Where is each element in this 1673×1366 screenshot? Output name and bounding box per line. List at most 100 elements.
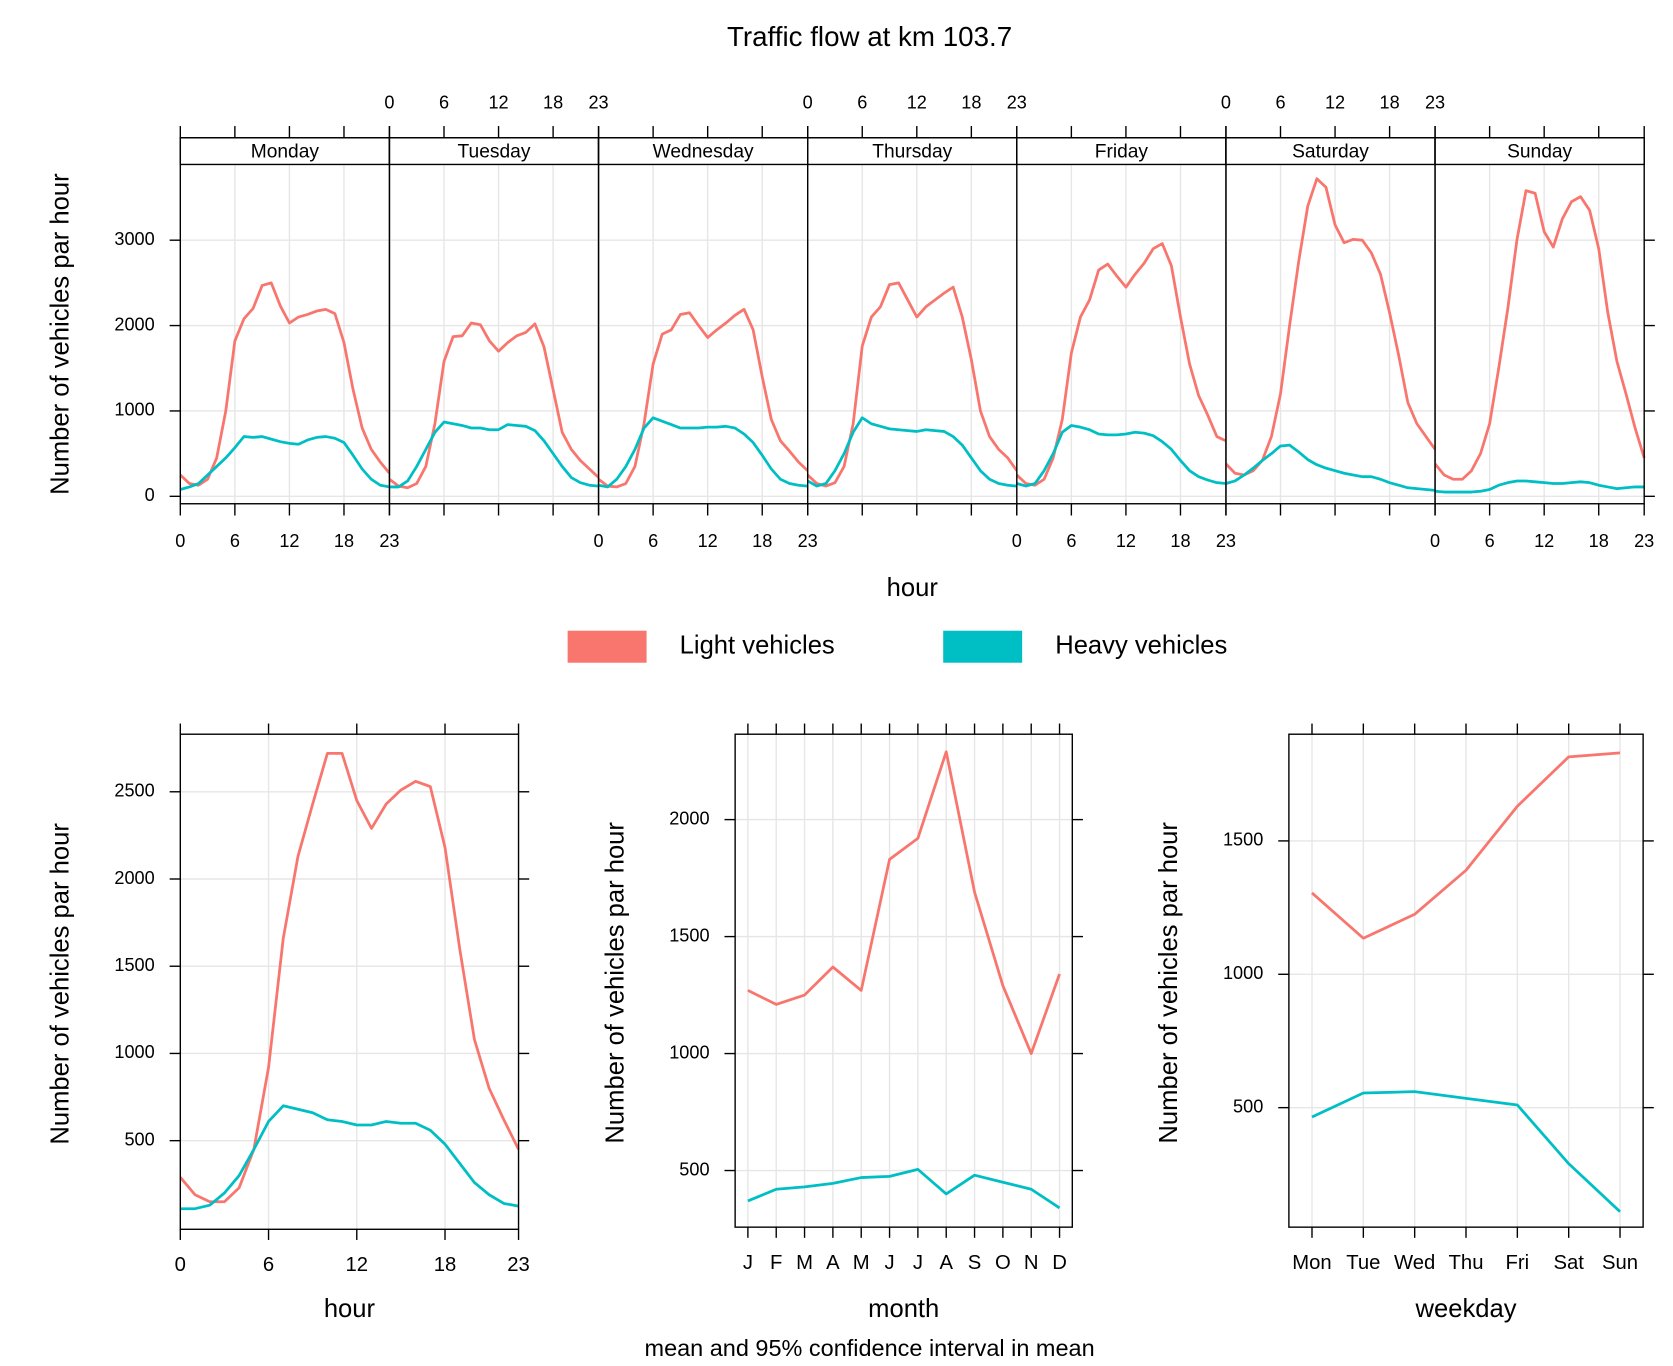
strip-label: Monday bbox=[251, 141, 320, 162]
x-tick-label: F bbox=[770, 1252, 782, 1274]
x-tick-label: 12 bbox=[1534, 531, 1554, 551]
x-tick-label: 23 bbox=[1634, 531, 1654, 551]
x-tick-label: Tue bbox=[1346, 1252, 1380, 1274]
x-tick-label: 0 bbox=[1012, 531, 1022, 551]
panel-frame bbox=[179, 137, 391, 505]
x-tick-label: Sat bbox=[1553, 1252, 1584, 1274]
x-tick-label: 23 bbox=[1216, 531, 1236, 551]
x-tick-label: 12 bbox=[907, 92, 927, 112]
strip-label: Wednesday bbox=[653, 141, 754, 162]
strip-label: Thursday bbox=[872, 141, 952, 162]
x-tick-label: 6 bbox=[648, 531, 658, 551]
x-tick-label: 18 bbox=[961, 92, 981, 112]
x-tick-label: 18 bbox=[543, 92, 563, 112]
series-line bbox=[747, 750, 1061, 1055]
x-tick-label: Mon bbox=[1292, 1252, 1331, 1274]
x-axis-label: hour bbox=[324, 1295, 376, 1323]
plot-frame bbox=[1288, 733, 1644, 1228]
series-line bbox=[747, 1167, 1061, 1210]
x-tick-label: 12 bbox=[279, 531, 299, 551]
y-tick-label: 2000 bbox=[114, 314, 154, 334]
series-line bbox=[1224, 177, 1437, 477]
x-tick-label: 0 bbox=[1430, 531, 1440, 551]
series-line bbox=[597, 307, 809, 489]
series-line bbox=[1311, 1090, 1621, 1213]
x-tick-label: N bbox=[1024, 1252, 1039, 1274]
x-tick-label: 0 bbox=[803, 92, 813, 112]
y-tick-label: 1500 bbox=[1223, 830, 1263, 850]
y-tick-label: 500 bbox=[679, 1159, 709, 1179]
x-tick-label: 23 bbox=[1007, 92, 1027, 112]
x-tick-label: 23 bbox=[798, 531, 818, 551]
panel-frame bbox=[1225, 137, 1436, 505]
y-tick-label: 2000 bbox=[114, 868, 154, 888]
x-axis-label: month bbox=[868, 1295, 939, 1323]
strip-label: Tuesday bbox=[458, 141, 531, 162]
legend-swatch bbox=[567, 630, 647, 663]
strip-label: Friday bbox=[1095, 141, 1149, 162]
y-tick-label: 3000 bbox=[114, 229, 154, 249]
x-tick-label: 0 bbox=[384, 92, 394, 112]
panel-frame bbox=[388, 137, 600, 505]
x-tick-label: 0 bbox=[175, 531, 185, 551]
series-line bbox=[180, 1104, 519, 1211]
y-axis-label: Number of vehicles par hour bbox=[601, 822, 629, 1144]
x-tick-label: 23 bbox=[1425, 92, 1445, 112]
x-tick-label: 6 bbox=[230, 531, 240, 551]
series-line bbox=[1434, 479, 1645, 494]
x-tick-label: 23 bbox=[588, 92, 608, 112]
y-tick-label: 1000 bbox=[114, 400, 154, 420]
x-tick-label: M bbox=[796, 1252, 813, 1274]
x-tick-label: 6 bbox=[1066, 531, 1076, 551]
caption: mean and 95% confidence interval in mean bbox=[645, 1335, 1095, 1361]
y-axis-label: Number of vehicles par hour bbox=[1155, 822, 1183, 1144]
panel-frame bbox=[1016, 137, 1227, 505]
series-line bbox=[1015, 242, 1227, 487]
legend-label: Light vehicles bbox=[680, 631, 835, 659]
x-tick-label: M bbox=[853, 1252, 870, 1274]
x-tick-label: 12 bbox=[698, 531, 718, 551]
strip-label: Sunday bbox=[1507, 141, 1572, 162]
series-line bbox=[389, 420, 599, 489]
panel-frame bbox=[597, 137, 809, 505]
chart-title: Traffic flow at km 103.7 bbox=[727, 21, 1012, 52]
x-tick-label: 6 bbox=[263, 1254, 274, 1276]
series-line bbox=[807, 416, 1017, 488]
series-line bbox=[806, 281, 1018, 488]
panel-frame bbox=[1434, 137, 1645, 505]
x-tick-label: 12 bbox=[1116, 531, 1136, 551]
x-tick-label: 12 bbox=[346, 1254, 369, 1276]
x-tick-label: 0 bbox=[175, 1254, 186, 1276]
x-tick-label: S bbox=[968, 1252, 982, 1274]
plot-frame bbox=[179, 733, 520, 1230]
series-line bbox=[1016, 424, 1227, 488]
x-tick-label: J bbox=[884, 1252, 894, 1274]
x-tick-label: A bbox=[826, 1252, 840, 1274]
x-tick-label: D bbox=[1052, 1252, 1067, 1274]
x-tick-label: 6 bbox=[1275, 92, 1285, 112]
x-tick-label: 6 bbox=[439, 92, 449, 112]
strip-label: Saturday bbox=[1292, 141, 1369, 162]
x-tick-label: Thu bbox=[1449, 1252, 1484, 1274]
x-tick-label: 18 bbox=[1170, 531, 1190, 551]
panel-frame bbox=[806, 137, 1018, 505]
x-tick-label: 18 bbox=[434, 1254, 457, 1276]
x-tick-label: A bbox=[939, 1252, 953, 1274]
series-line bbox=[179, 281, 391, 487]
series-line bbox=[1225, 443, 1436, 492]
x-tick-label: J bbox=[913, 1252, 923, 1274]
y-tick-label: 1000 bbox=[1223, 963, 1263, 983]
x-tick-label: O bbox=[995, 1252, 1011, 1274]
y-axis-label: Number of vehicles par hour bbox=[47, 823, 75, 1145]
x-tick-label: 12 bbox=[1325, 92, 1345, 112]
x-tick-label: 6 bbox=[1485, 531, 1495, 551]
series-line bbox=[598, 416, 808, 489]
x-tick-label: 23 bbox=[379, 531, 399, 551]
y-tick-label: 1000 bbox=[669, 1042, 709, 1062]
y-tick-label: 1500 bbox=[669, 925, 709, 945]
x-tick-label: J bbox=[743, 1252, 753, 1274]
y-tick-label: 2000 bbox=[669, 808, 709, 828]
plot-frame bbox=[734, 733, 1073, 1228]
y-axis-label: Number of vehicles par hour bbox=[47, 173, 75, 495]
